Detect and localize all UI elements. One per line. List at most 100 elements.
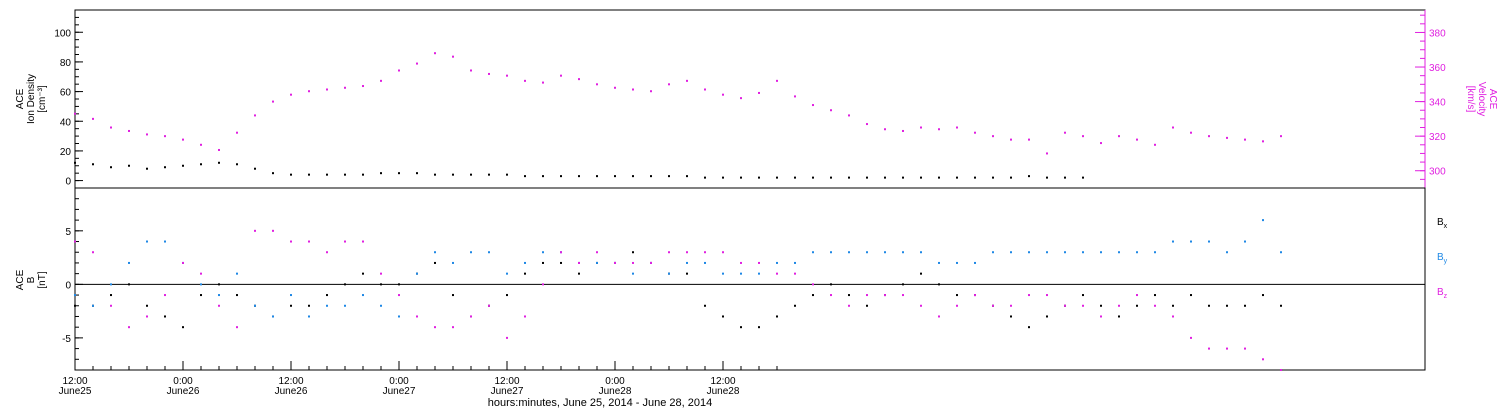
velocity-point bbox=[1154, 143, 1156, 146]
bz-point bbox=[1082, 304, 1084, 307]
density-point bbox=[542, 175, 544, 178]
velocity-point bbox=[416, 62, 418, 65]
velocity-point bbox=[902, 129, 904, 132]
density-point bbox=[506, 173, 508, 176]
by-point bbox=[758, 272, 760, 275]
bx-point bbox=[1118, 315, 1120, 318]
bx-point bbox=[74, 304, 76, 307]
bx-point bbox=[110, 294, 112, 297]
velocity-point bbox=[1118, 135, 1120, 138]
by-point bbox=[1136, 251, 1138, 254]
density-point bbox=[992, 176, 994, 179]
velocity-point bbox=[488, 72, 490, 75]
bx-point bbox=[776, 315, 778, 318]
density-point bbox=[110, 166, 112, 169]
velocity-point bbox=[1064, 131, 1066, 134]
bx-point bbox=[812, 294, 814, 297]
bz-point bbox=[254, 229, 256, 232]
bz-point bbox=[722, 251, 724, 254]
bx-point bbox=[290, 304, 292, 307]
date-tick-label: June28 bbox=[707, 386, 740, 397]
bz-point bbox=[974, 294, 976, 297]
legend-label: B bbox=[1437, 217, 1444, 228]
by-point bbox=[902, 251, 904, 254]
density-point bbox=[686, 175, 688, 178]
velocity-point bbox=[362, 85, 364, 88]
by-point bbox=[128, 261, 130, 264]
by-point bbox=[884, 251, 886, 254]
by-point bbox=[1172, 240, 1174, 243]
bx-point bbox=[956, 294, 958, 297]
velocity-point bbox=[434, 52, 436, 55]
density-tick-label: 60 bbox=[60, 88, 72, 99]
by-point bbox=[74, 294, 76, 297]
date-tick-label: June26 bbox=[167, 386, 200, 397]
density-point bbox=[146, 167, 148, 170]
density-tick-label: 100 bbox=[54, 28, 71, 39]
density-point bbox=[416, 172, 418, 175]
bz-point bbox=[524, 315, 526, 318]
legend-label: B bbox=[1437, 252, 1444, 263]
bx-point bbox=[1154, 294, 1156, 297]
by-point bbox=[362, 294, 364, 297]
density-axis-label-line: Ion Density bbox=[26, 74, 37, 124]
time-tick-label: 0:00 bbox=[605, 376, 625, 387]
bx-point bbox=[434, 261, 436, 264]
density-point bbox=[380, 172, 382, 175]
velocity-point bbox=[974, 131, 976, 134]
density-axis-label: ACEIon Density[cm⁻³] bbox=[15, 74, 48, 124]
velocity-point bbox=[146, 133, 148, 136]
bz-point bbox=[452, 326, 454, 329]
bz-point bbox=[794, 272, 796, 275]
bz-point bbox=[758, 261, 760, 264]
by-point bbox=[704, 261, 706, 264]
legend-label: B bbox=[1437, 287, 1444, 298]
density-point bbox=[974, 176, 976, 179]
density-point bbox=[344, 173, 346, 176]
by-point bbox=[290, 294, 292, 297]
bz-point bbox=[164, 294, 166, 297]
velocity-point bbox=[254, 114, 256, 117]
legend-by: By bbox=[1437, 252, 1448, 265]
bz-point bbox=[1010, 304, 1012, 307]
velocity-point bbox=[200, 143, 202, 146]
bx-point bbox=[794, 304, 796, 307]
bz-series bbox=[74, 229, 1282, 371]
velocity-axis-label-line: Velocity bbox=[1476, 82, 1487, 116]
bz-point bbox=[290, 240, 292, 243]
velocity-point bbox=[1028, 138, 1030, 141]
velocity-point bbox=[992, 135, 994, 138]
density-point bbox=[794, 176, 796, 179]
velocity-point bbox=[722, 93, 724, 96]
density-point bbox=[308, 173, 310, 176]
by-point bbox=[956, 261, 958, 264]
date-tick-label: June27 bbox=[383, 386, 416, 397]
velocity-point bbox=[164, 135, 166, 138]
bottom-panel-frame bbox=[74, 187, 1426, 371]
velocity-point bbox=[344, 86, 346, 89]
time-tick-label: 0:00 bbox=[389, 376, 409, 387]
by-point bbox=[1244, 240, 1246, 243]
velocity-point bbox=[1190, 131, 1192, 134]
bz-point bbox=[236, 326, 238, 329]
bz-point bbox=[830, 294, 832, 297]
velocity-point bbox=[308, 90, 310, 93]
density-point bbox=[1010, 176, 1012, 179]
by-point bbox=[200, 283, 202, 286]
time-tick-label: 0:00 bbox=[173, 376, 193, 387]
density-axis-label-line: [cm⁻³] bbox=[37, 85, 48, 113]
velocity-tick-label: 340 bbox=[1429, 98, 1446, 109]
by-point bbox=[632, 272, 634, 275]
velocity-tick-label: 320 bbox=[1429, 132, 1446, 143]
bz-point bbox=[272, 229, 274, 232]
by-point bbox=[506, 272, 508, 275]
by-point bbox=[218, 294, 220, 297]
by-point bbox=[92, 304, 94, 307]
density-point bbox=[254, 167, 256, 170]
density-point bbox=[236, 163, 238, 166]
time-tick-label: 12:00 bbox=[62, 376, 87, 387]
velocity-point bbox=[1280, 135, 1282, 138]
by-point bbox=[380, 304, 382, 307]
bx-point bbox=[560, 261, 562, 264]
bx-point bbox=[1082, 294, 1084, 297]
